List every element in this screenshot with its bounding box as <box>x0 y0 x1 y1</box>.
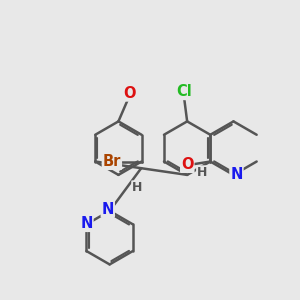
Text: O: O <box>123 86 135 101</box>
Text: N: N <box>230 167 243 182</box>
Text: Br: Br <box>103 154 121 169</box>
Text: H: H <box>197 166 207 179</box>
Text: N: N <box>102 202 114 217</box>
Text: N: N <box>80 216 93 231</box>
Text: Cl: Cl <box>176 84 192 99</box>
Text: H: H <box>132 181 142 194</box>
Text: O: O <box>181 157 194 172</box>
